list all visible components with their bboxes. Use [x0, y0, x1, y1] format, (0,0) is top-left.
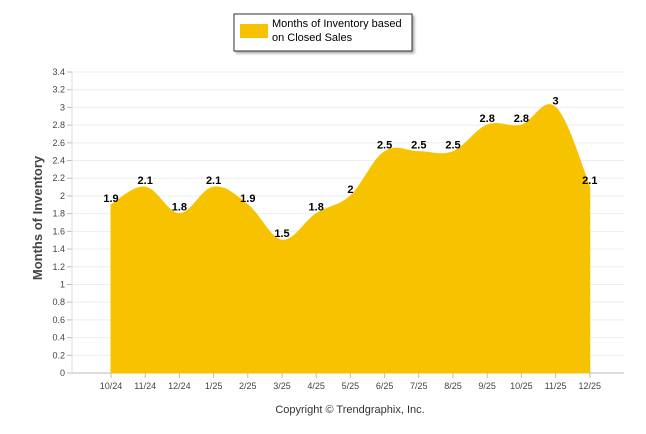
- y-tick-label: 0.8: [52, 297, 65, 307]
- legend-label-line-2: on Closed Sales: [272, 32, 353, 44]
- data-label: 1.9: [103, 193, 118, 205]
- y-axis-label: Months of Inventory: [30, 155, 45, 280]
- x-tick-label: 10/25: [510, 381, 533, 391]
- data-label: 2.8: [514, 113, 529, 125]
- x-tick-label: 9/25: [478, 381, 496, 391]
- legend-swatch: [240, 24, 268, 38]
- data-label: 1.8: [309, 202, 324, 214]
- data-label: 1.8: [172, 202, 187, 214]
- y-tick-label: 2.6: [52, 138, 65, 148]
- data-label: 2.1: [582, 175, 597, 187]
- y-axis-ticks: 0 0.2 0.4 0.6 0.8 1 1.2 1.4 1.6 1.8 2 2.2 2.4 2.6 2.8 3…: [52, 67, 65, 378]
- x-tick-label: 11/25: [545, 381, 567, 391]
- y-tick-label: 2.4: [52, 156, 65, 166]
- y-tick-label: 0: [60, 368, 65, 378]
- x-tick-label: 3/25: [273, 381, 291, 391]
- data-label: 1.5: [274, 228, 289, 240]
- data-label: 1.9: [240, 193, 255, 205]
- y-tick-label: 1: [60, 279, 65, 289]
- legend-label-line-1: Months of Inventory based: [272, 18, 402, 30]
- x-tick-label: 12/24: [168, 381, 191, 391]
- y-tick-label: 1.4: [52, 244, 65, 254]
- y-tick-label: 1.8: [52, 209, 65, 219]
- y-tick-label: 1.6: [52, 226, 65, 236]
- data-label: 2.5: [445, 140, 460, 152]
- y-tick-label: 2.8: [52, 120, 65, 130]
- x-tick-label: 7/25: [410, 381, 428, 391]
- data-label: 2.1: [138, 175, 153, 187]
- data-label: 2.5: [411, 140, 426, 152]
- x-tick-label: 2/25: [239, 381, 257, 391]
- data-labels: 1.9 2.1 1.8 2.1 1.9 1.5 1.8 2 2.5 2.5 2.5 2.8 2.8 3 2.…: [103, 95, 597, 240]
- data-label: 2.8: [480, 113, 495, 125]
- data-label: 2: [347, 184, 353, 196]
- y-tick-label: 3.2: [52, 85, 65, 95]
- x-tick-label: 4/25: [307, 381, 325, 391]
- y-tick-label: 3: [60, 102, 65, 112]
- y-tick-label: 0.4: [52, 333, 65, 343]
- y-tick-label: 3.4: [52, 67, 65, 77]
- y-tick-label: 0.6: [52, 315, 65, 325]
- x-tick-label: 8/25: [444, 381, 462, 391]
- data-label: 3: [553, 95, 559, 107]
- y-tick-label: 0.2: [52, 350, 65, 360]
- series-area: [110, 104, 591, 374]
- data-label: 2.1: [206, 175, 221, 187]
- x-tick-label: 11/24: [134, 381, 156, 391]
- x-tick-label: 10/24: [100, 381, 123, 391]
- x-axis-ticks: 10/24 11/24 12/24 1/25 2/25 3/25 4/25 5/25 6/25 7…: [100, 373, 601, 391]
- x-tick-label: 1/25: [205, 381, 223, 391]
- y-tick-label: 2: [60, 191, 65, 201]
- y-tick-label: 1.2: [52, 262, 65, 272]
- copyright-footer: Copyright © Trendgraphix, Inc.: [275, 404, 424, 416]
- legend: Months of Inventory based on Closed Sale…: [233, 13, 413, 52]
- x-tick-label: 6/25: [376, 381, 394, 391]
- x-tick-label: 12/25: [579, 381, 602, 391]
- y-tick-label: 2.2: [52, 173, 65, 183]
- x-tick-label: 5/25: [342, 381, 360, 391]
- data-label: 2.5: [377, 140, 392, 152]
